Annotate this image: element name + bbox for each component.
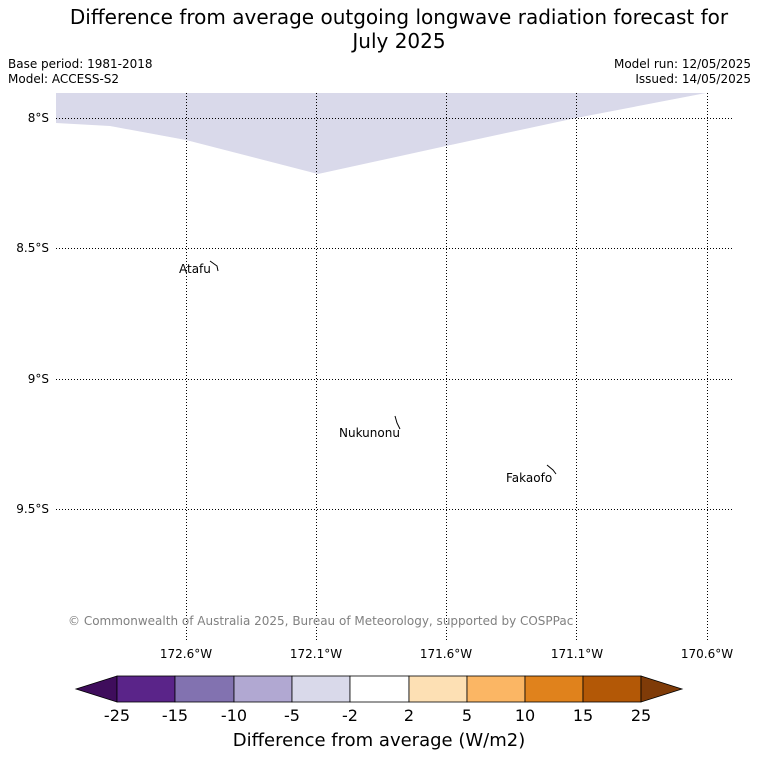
lon-label-171-1: 171.1°W bbox=[551, 647, 603, 661]
colorbar-tick-5: -2 bbox=[342, 706, 358, 725]
colorbar-extend-high bbox=[640, 675, 684, 703]
latitude-gridlines bbox=[56, 118, 733, 510]
place-label-fakaofo: Fakaofo bbox=[506, 471, 552, 485]
lon-label-170-6: 170.6°W bbox=[681, 647, 733, 661]
model-run: Model run: 12/05/2025 bbox=[613, 57, 751, 71]
colorbar-tick-7: 5 bbox=[461, 706, 473, 725]
longitude-gridlines bbox=[186, 93, 708, 640]
meta-right: Model run: 12/05/2025 Issued: 14/05/2025 bbox=[614, 57, 751, 87]
lon-label-172-1: 172.1°W bbox=[290, 647, 342, 661]
colorbar-label: Difference from average (W/m2) bbox=[232, 730, 526, 751]
lat-label-9: 9°S bbox=[28, 372, 49, 386]
place-label-nukunonu: Nukunonu bbox=[339, 426, 400, 440]
base-period: Base period: 1981-2018 bbox=[8, 57, 153, 71]
colorbar-tick-1: -25 bbox=[103, 706, 131, 725]
colorbar-bin-2 bbox=[174, 675, 235, 703]
colorbar-bin-5 bbox=[349, 675, 410, 703]
colorbar-tick-4: -5 bbox=[284, 706, 300, 725]
copyright-notice: © Commonwealth of Australia 2025, Bureau… bbox=[68, 614, 574, 628]
colorbar-tick-8: 10 bbox=[514, 706, 536, 725]
lon-label-172-6: 172.6°W bbox=[160, 647, 212, 661]
colorbar bbox=[74, 675, 684, 703]
lat-label-8-5: 8.5°S bbox=[16, 241, 49, 255]
colorbar-bin-1 bbox=[116, 675, 176, 703]
colorbar-bin-8 bbox=[524, 675, 584, 703]
colorbar-tick-6: 2 bbox=[403, 706, 415, 725]
colorbar-tick-10: 25 bbox=[630, 706, 652, 725]
island-atafu-shape bbox=[209, 260, 219, 272]
colorbar-bin-3 bbox=[233, 675, 293, 703]
anomaly-region bbox=[56, 93, 706, 174]
map-title: Difference from average outgoing longwav… bbox=[0, 5, 758, 53]
title-line-2: July 2025 bbox=[352, 29, 446, 53]
colorbar-bin-4 bbox=[291, 675, 351, 703]
colorbar-tick-2: -15 bbox=[161, 706, 189, 725]
island-nukunonu-shape bbox=[394, 415, 401, 430]
colorbar-bin-9 bbox=[582, 675, 642, 703]
issued-date: Issued: 14/05/2025 bbox=[635, 72, 751, 86]
island-fakaofo-shape bbox=[546, 464, 557, 475]
colorbar-tick-3: -10 bbox=[220, 706, 248, 725]
title-line-1: Difference from average outgoing longwav… bbox=[69, 5, 729, 29]
lon-label-171-6: 171.6°W bbox=[420, 647, 472, 661]
colorbar-tick-9: 15 bbox=[572, 706, 594, 725]
lat-label-9-5: 9.5°S bbox=[16, 502, 49, 516]
lat-label-8: 8°S bbox=[28, 111, 49, 125]
meta-left: Base period: 1981-2018 Model: ACCESS-S2 bbox=[8, 57, 153, 87]
colorbar-extend-low bbox=[74, 675, 118, 703]
model-name: Model: ACCESS-S2 bbox=[8, 72, 120, 86]
colorbar-bin-6 bbox=[408, 675, 468, 703]
place-label-atafu: Atafu bbox=[179, 262, 211, 276]
colorbar-bin-7 bbox=[466, 675, 526, 703]
